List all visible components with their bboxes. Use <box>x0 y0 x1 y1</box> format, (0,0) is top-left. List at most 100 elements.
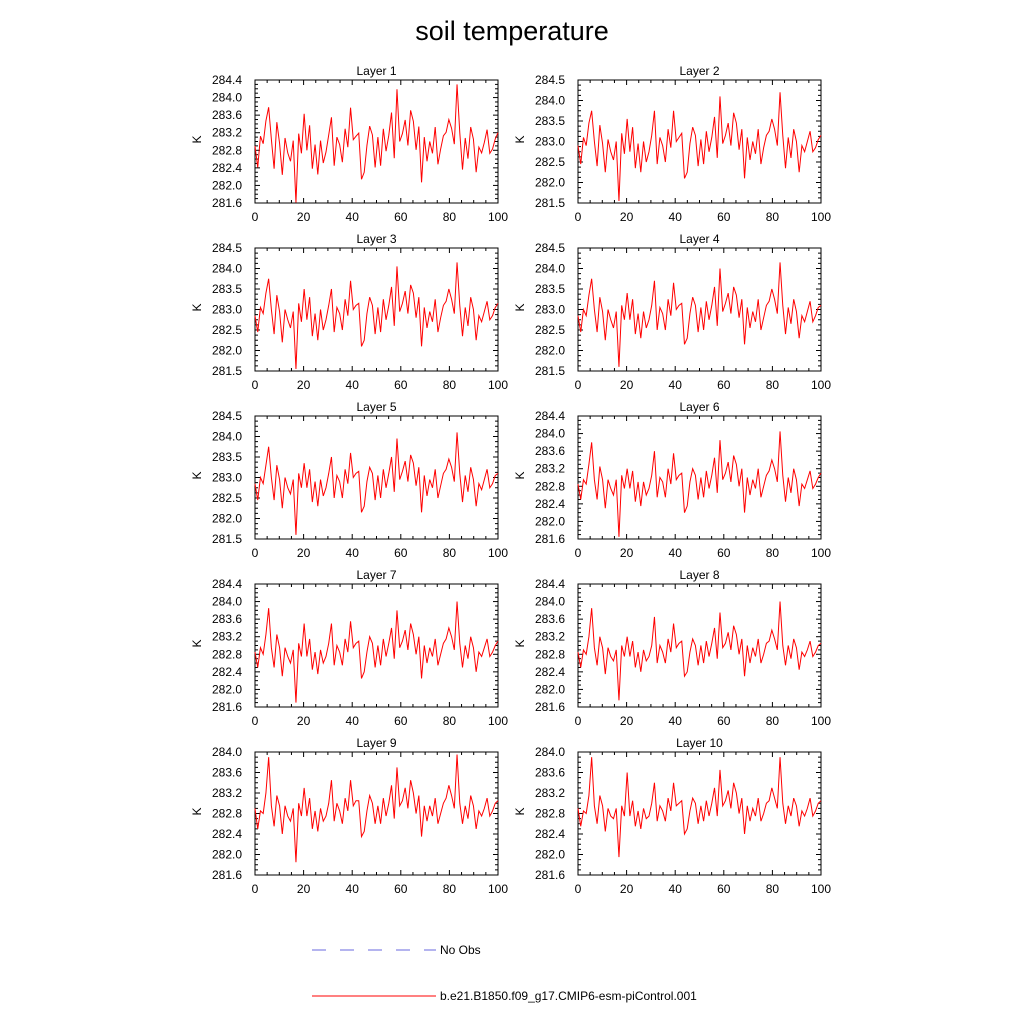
y-tick-label: 284.5 <box>212 241 242 255</box>
x-tick-label: 40 <box>346 210 360 224</box>
plot-frame <box>254 583 499 708</box>
y-tick-label: 282.8 <box>212 807 242 821</box>
x-tick-label: 60 <box>394 882 408 896</box>
x-tick-label: 60 <box>717 378 731 392</box>
y-tick-label: 282.0 <box>212 344 242 358</box>
panel-layer-1: Layer 1 0 20 40 60 80 100 281.6 282.0 282.4 282.8 2… <box>190 64 508 224</box>
y-tick-label: 282.0 <box>535 682 565 696</box>
legend-label-model-run: b.e21.B1850.f09_g17.CMIP6-esm-piControl.… <box>440 989 697 1003</box>
x-tick-label: 80 <box>443 546 457 560</box>
x-tick-label: 40 <box>669 378 683 392</box>
y-tick-label: 282.5 <box>212 323 242 337</box>
y-tick-label: 281.5 <box>535 364 565 378</box>
y-tick-label: 281.6 <box>212 868 242 882</box>
panel-title: Layer 9 <box>356 736 396 750</box>
x-tick-label: 80 <box>443 714 457 728</box>
y-tick-label: 284.0 <box>212 262 242 276</box>
x-tick-label: 0 <box>575 378 582 392</box>
legend: No Obs b.e21.B1850.f09_g17.CMIP6-esm-piC… <box>312 943 697 1003</box>
series-line-model-run <box>577 92 822 201</box>
y-tick-label: 282.4 <box>212 665 242 679</box>
y-tick-label: 282.4 <box>535 827 565 841</box>
x-tick-label: 40 <box>669 882 683 896</box>
y-tick-label: 283.2 <box>212 630 242 644</box>
series-line-model-run <box>254 432 499 535</box>
y-tick-label: 282.4 <box>535 497 565 511</box>
y-axis-label: K <box>190 639 204 647</box>
y-tick-label: 282.0 <box>212 848 242 862</box>
y-tick-label: 283.2 <box>212 786 242 800</box>
x-tick-label: 40 <box>669 714 683 728</box>
y-tick-label: 281.6 <box>535 700 565 714</box>
legend-label-no-obs: No Obs <box>440 943 481 957</box>
plot-frame <box>577 583 822 708</box>
panel-title: Layer 4 <box>679 232 719 246</box>
x-tick-label: 80 <box>443 882 457 896</box>
x-tick-label: 100 <box>488 882 508 896</box>
y-tick-label: 282.0 <box>212 512 242 526</box>
y-tick-label: 284.5 <box>212 409 242 423</box>
x-tick-label: 40 <box>669 546 683 560</box>
series-line-model-run <box>577 601 822 701</box>
plot-frame <box>577 415 822 540</box>
panel-title: Layer 5 <box>356 400 396 414</box>
x-tick-label: 0 <box>252 714 259 728</box>
x-tick-label: 40 <box>346 546 360 560</box>
y-tick-label: 283.2 <box>535 462 565 476</box>
y-axis-label: K <box>190 471 204 479</box>
x-tick-label: 60 <box>394 714 408 728</box>
panel-title: Layer 1 <box>356 64 396 78</box>
x-tick-label: 80 <box>766 378 780 392</box>
plot-frame <box>254 415 499 540</box>
y-axis-label: K <box>513 135 527 143</box>
x-tick-label: 100 <box>811 714 831 728</box>
y-tick-label: 284.5 <box>535 73 565 87</box>
series-line-model-run <box>577 262 822 367</box>
x-tick-label: 0 <box>252 210 259 224</box>
panel-layer-10: Layer 10 0 20 40 60 80 100 281.6 282.0 282.4 282.8… <box>513 736 831 896</box>
y-tick-label: 284.0 <box>535 94 565 108</box>
y-tick-label: 283.6 <box>535 444 565 458</box>
y-tick-label: 283.5 <box>212 282 242 296</box>
x-tick-label: 0 <box>575 714 582 728</box>
x-tick-label: 60 <box>717 882 731 896</box>
x-tick-label: 100 <box>488 546 508 560</box>
y-tick-label: 282.4 <box>212 827 242 841</box>
panel-title: Layer 3 <box>356 232 396 246</box>
x-tick-label: 80 <box>766 882 780 896</box>
panel-title: Layer 10 <box>676 736 723 750</box>
y-tick-label: 283.2 <box>535 630 565 644</box>
x-tick-label: 60 <box>717 546 731 560</box>
y-tick-label: 282.5 <box>535 323 565 337</box>
x-tick-label: 100 <box>488 210 508 224</box>
x-tick-label: 100 <box>488 714 508 728</box>
y-axis-label: K <box>190 135 204 143</box>
y-tick-label: 282.8 <box>212 647 242 661</box>
figure-title: soil temperature <box>415 16 609 46</box>
panel-layer-4: Layer 4 0 20 40 60 80 100 281.5 282.0 282.5 283.0 2… <box>513 232 831 392</box>
x-tick-label: 0 <box>252 378 259 392</box>
x-tick-label: 60 <box>394 378 408 392</box>
y-tick-label: 283.6 <box>535 612 565 626</box>
panel-layer-6: Layer 6 0 20 40 60 80 100 281.6 282.0 282.4 282.8 2… <box>513 400 831 560</box>
x-tick-label: 40 <box>669 210 683 224</box>
x-tick-label: 100 <box>811 210 831 224</box>
y-tick-label: 284.4 <box>212 73 242 87</box>
panel-layer-9: Layer 9 0 20 40 60 80 100 281.6 282.0 282.4 282.8 2… <box>190 736 508 896</box>
x-tick-label: 40 <box>346 378 360 392</box>
panel-layer-5: Layer 5 0 20 40 60 80 100 281.5 282.0 282.5 283.0 2… <box>190 400 508 560</box>
x-tick-label: 60 <box>717 714 731 728</box>
x-tick-label: 60 <box>394 546 408 560</box>
series-line-model-run <box>254 262 499 369</box>
series-line-model-run <box>254 754 499 863</box>
x-tick-label: 0 <box>252 882 259 896</box>
y-tick-label: 282.8 <box>212 143 242 157</box>
x-tick-label: 20 <box>620 210 634 224</box>
x-tick-label: 100 <box>811 882 831 896</box>
x-tick-label: 20 <box>297 714 311 728</box>
x-tick-label: 0 <box>252 546 259 560</box>
y-tick-label: 282.8 <box>535 807 565 821</box>
x-tick-label: 60 <box>394 210 408 224</box>
y-tick-label: 282.5 <box>535 155 565 169</box>
